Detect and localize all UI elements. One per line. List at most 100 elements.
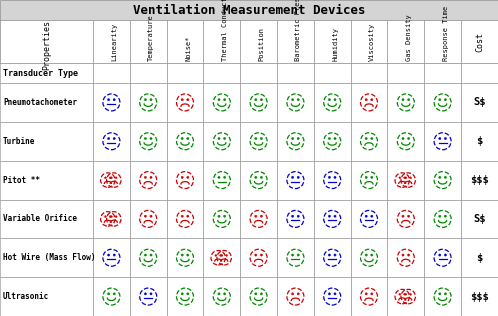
Circle shape xyxy=(297,293,299,295)
Bar xyxy=(351,83,387,122)
Bar xyxy=(240,63,277,83)
Circle shape xyxy=(410,177,411,179)
Bar xyxy=(351,122,387,161)
Circle shape xyxy=(105,177,107,179)
Circle shape xyxy=(150,293,152,295)
Circle shape xyxy=(444,99,447,101)
Bar xyxy=(277,161,314,199)
Circle shape xyxy=(144,137,146,140)
Circle shape xyxy=(439,293,441,295)
Bar xyxy=(130,63,167,83)
Circle shape xyxy=(108,137,110,140)
Circle shape xyxy=(150,137,152,140)
Bar xyxy=(314,20,351,63)
Circle shape xyxy=(291,99,294,101)
Circle shape xyxy=(297,176,299,179)
Circle shape xyxy=(291,293,294,295)
Circle shape xyxy=(371,293,373,295)
Bar xyxy=(424,63,461,83)
Text: Ventilation Measurement Devices: Ventilation Measurement Devices xyxy=(133,3,365,16)
Circle shape xyxy=(260,215,262,217)
Circle shape xyxy=(187,176,189,179)
Circle shape xyxy=(254,215,257,217)
Bar xyxy=(240,199,277,238)
Circle shape xyxy=(260,99,262,101)
Bar xyxy=(424,20,461,63)
Circle shape xyxy=(181,254,183,256)
Bar xyxy=(387,277,424,316)
Circle shape xyxy=(115,216,117,217)
Circle shape xyxy=(402,99,404,101)
Bar xyxy=(387,199,424,238)
Circle shape xyxy=(224,293,226,295)
Circle shape xyxy=(371,215,373,217)
Bar xyxy=(277,122,314,161)
Bar xyxy=(240,161,277,199)
Circle shape xyxy=(444,215,447,217)
Bar xyxy=(203,20,240,63)
Circle shape xyxy=(297,215,299,217)
Circle shape xyxy=(439,254,441,256)
Circle shape xyxy=(399,293,401,295)
Text: Ultrasonic: Ultrasonic xyxy=(3,292,49,301)
Bar xyxy=(314,63,351,83)
Text: Pitot **: Pitot ** xyxy=(3,176,40,185)
Text: Viscosity: Viscosity xyxy=(369,23,375,61)
Bar xyxy=(277,20,314,63)
Circle shape xyxy=(334,293,336,295)
Circle shape xyxy=(181,99,183,101)
Circle shape xyxy=(111,177,113,179)
Circle shape xyxy=(150,99,152,101)
Text: Variable Orifice: Variable Orifice xyxy=(3,215,77,223)
Text: Temperature: Temperature xyxy=(148,14,154,61)
Circle shape xyxy=(218,293,220,295)
Circle shape xyxy=(439,176,441,179)
Bar xyxy=(203,161,240,199)
Text: Position: Position xyxy=(258,27,264,61)
Bar xyxy=(461,122,498,161)
Bar xyxy=(424,238,461,277)
Circle shape xyxy=(144,293,146,295)
Bar xyxy=(461,83,498,122)
Bar xyxy=(0,238,93,277)
Bar xyxy=(167,122,203,161)
Bar xyxy=(203,83,240,122)
Text: $$$: $$$ xyxy=(470,175,489,185)
Text: $: $ xyxy=(477,253,483,263)
Bar xyxy=(387,238,424,277)
Circle shape xyxy=(328,254,331,256)
Circle shape xyxy=(113,137,116,140)
Bar xyxy=(203,199,240,238)
Bar xyxy=(240,122,277,161)
Circle shape xyxy=(181,293,183,295)
Circle shape xyxy=(407,99,410,101)
Bar xyxy=(240,277,277,316)
Circle shape xyxy=(144,176,146,179)
Bar xyxy=(167,277,203,316)
Circle shape xyxy=(328,293,331,295)
Bar xyxy=(461,238,498,277)
Circle shape xyxy=(187,99,189,101)
Text: Response Time: Response Time xyxy=(443,6,449,61)
Circle shape xyxy=(254,254,257,256)
Bar xyxy=(424,161,461,199)
Circle shape xyxy=(410,293,411,295)
Circle shape xyxy=(260,137,262,140)
Bar xyxy=(0,277,93,316)
Circle shape xyxy=(144,215,146,217)
Circle shape xyxy=(181,176,183,179)
Bar xyxy=(240,83,277,122)
Circle shape xyxy=(218,137,220,140)
Circle shape xyxy=(365,254,368,256)
Text: Hot Wire (Mass Flow): Hot Wire (Mass Flow) xyxy=(3,253,96,262)
Circle shape xyxy=(150,215,152,217)
Circle shape xyxy=(105,216,107,217)
Circle shape xyxy=(181,215,183,217)
Circle shape xyxy=(113,293,116,295)
Text: Pneumotachometer: Pneumotachometer xyxy=(3,98,77,107)
Circle shape xyxy=(328,99,331,101)
Bar xyxy=(0,20,93,63)
Text: S$: S$ xyxy=(473,214,486,224)
Bar xyxy=(424,199,461,238)
Circle shape xyxy=(297,99,299,101)
